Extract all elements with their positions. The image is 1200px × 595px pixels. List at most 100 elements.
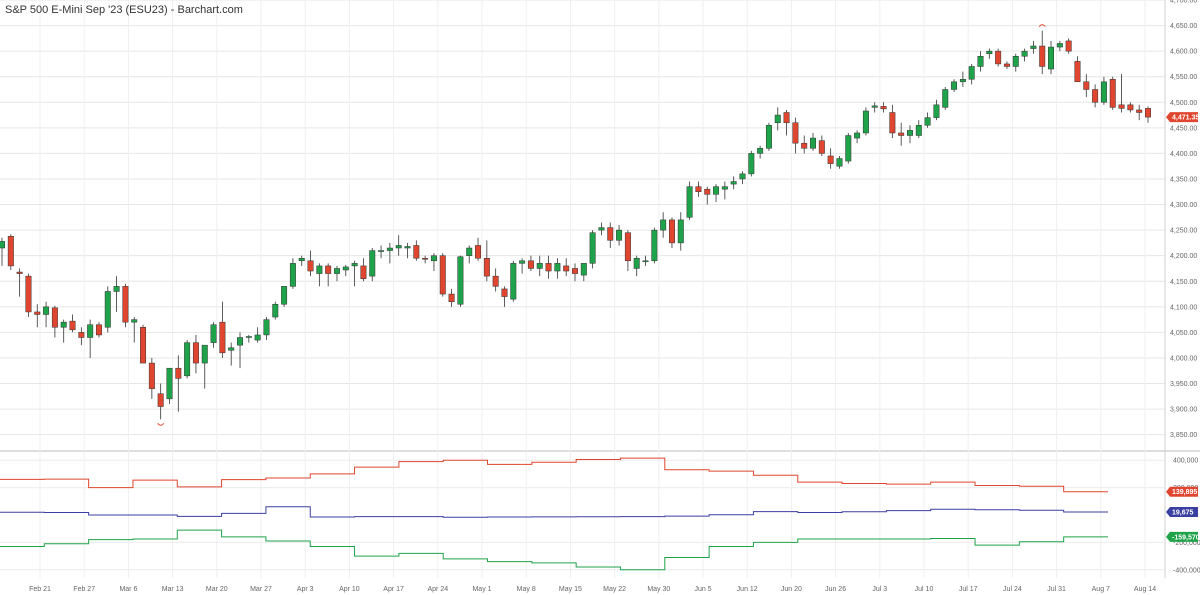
candle-body-down [140, 327, 147, 364]
candle [254, 327, 261, 343]
candle [201, 344, 208, 389]
candle-body-up [730, 181, 737, 185]
grid [0, 0, 1200, 578]
candle-body-down [1118, 104, 1125, 109]
candle-body-up [748, 153, 755, 175]
candle-body-up [677, 219, 684, 244]
candle-body-up [1056, 43, 1063, 48]
x-tick-label: Jul 3 [872, 586, 887, 593]
candle-body-up [43, 306, 50, 315]
x-tick-label: Aug 7 [1092, 586, 1110, 593]
x-tick-label: Jun 26 [825, 586, 846, 593]
candle [307, 250, 314, 277]
candle [360, 258, 367, 282]
candle [1083, 74, 1090, 98]
x-tick-label: May 1 [472, 586, 491, 593]
candle [1030, 40, 1037, 54]
candle [1118, 74, 1125, 113]
price-tick-label: 3,950.00 [1170, 381, 1197, 388]
candle [519, 258, 526, 274]
candle-body-down [483, 257, 490, 277]
candle [642, 255, 649, 266]
candle [113, 276, 120, 312]
candle-body-up [651, 229, 658, 262]
candle [351, 260, 358, 287]
candle-body-up [166, 367, 173, 400]
candle [810, 132, 816, 151]
candle-body-down [360, 265, 367, 279]
x-tick-label: Feb 21 [29, 586, 51, 593]
x-tick-label: Apr 17 [383, 586, 404, 593]
candle-body-down [624, 232, 631, 262]
candle-body-up [87, 324, 94, 338]
candle-body-up [1012, 56, 1019, 67]
price-tick-label: 4,600.00 [1170, 49, 1197, 56]
tag-background [1166, 531, 1198, 542]
x-tick-label: Jul 31 [1047, 586, 1066, 593]
candle-body-up [915, 125, 922, 136]
candle-body-up [686, 186, 693, 218]
candle [466, 245, 473, 264]
candle [1100, 76, 1107, 105]
candle [0, 237, 5, 266]
x-tick-label: Apr 24 [427, 586, 448, 593]
tag-background [1166, 506, 1198, 517]
candle-body-down [95, 324, 102, 336]
last-price-tag: 4,471.35 [1166, 112, 1199, 123]
cot-tick-label: 400,000 [1173, 458, 1198, 465]
candle-body-up [660, 219, 667, 231]
candle-body-up [1100, 81, 1107, 103]
candle-body-down [607, 227, 614, 241]
candle [1039, 30, 1046, 75]
candle-body-up [351, 263, 358, 267]
candle-body-up [210, 324, 217, 343]
candle [1048, 40, 1055, 75]
candle [986, 48, 993, 59]
candle-body-down [148, 362, 155, 389]
price-tick-label: 4,250.00 [1170, 228, 1197, 235]
candle-body-down [307, 260, 314, 272]
candle [783, 109, 790, 136]
candle [386, 242, 393, 264]
candle-body-up [334, 268, 340, 274]
x-tick-label: Mar 20 [206, 586, 228, 593]
candle [210, 322, 217, 348]
candle [977, 51, 984, 72]
candle-body-down [1145, 108, 1151, 118]
price-tick-label: 4,400.00 [1170, 151, 1197, 158]
candle [60, 319, 67, 343]
candle-body-up [104, 291, 111, 328]
candle-body-up [254, 334, 261, 341]
candle [836, 155, 843, 169]
candle [845, 132, 852, 164]
candle [51, 305, 58, 338]
candle [7, 234, 14, 270]
candle-body-up [633, 257, 640, 269]
candle-body-up [404, 246, 411, 249]
candle [1109, 76, 1116, 110]
price-tick-label: 3,850.00 [1170, 432, 1197, 439]
candle [245, 334, 252, 343]
cot-last-value-tag: 19,675 [1166, 506, 1198, 517]
candle-body-down [192, 342, 199, 364]
candle [730, 176, 737, 190]
candle-body-up [228, 347, 235, 351]
price-tick-label: 4,200.00 [1170, 253, 1197, 260]
candle-body-up [713, 186, 720, 195]
low-marker [157, 423, 165, 426]
price-tick-label: 4,450.00 [1170, 125, 1197, 132]
candle-body-down [1092, 89, 1099, 103]
candle [501, 286, 508, 307]
candle-body-up [721, 186, 728, 190]
price-tick-label: 4,650.00 [1170, 23, 1197, 30]
candle [898, 122, 905, 146]
candle [1021, 48, 1028, 62]
x-tick-label: May 22 [603, 586, 626, 593]
candle-body-up [342, 266, 349, 271]
candle [95, 322, 102, 338]
candle [598, 222, 605, 236]
candle [774, 107, 781, 131]
candle [616, 225, 623, 246]
x-tick-label: Jun 20 [781, 586, 802, 593]
